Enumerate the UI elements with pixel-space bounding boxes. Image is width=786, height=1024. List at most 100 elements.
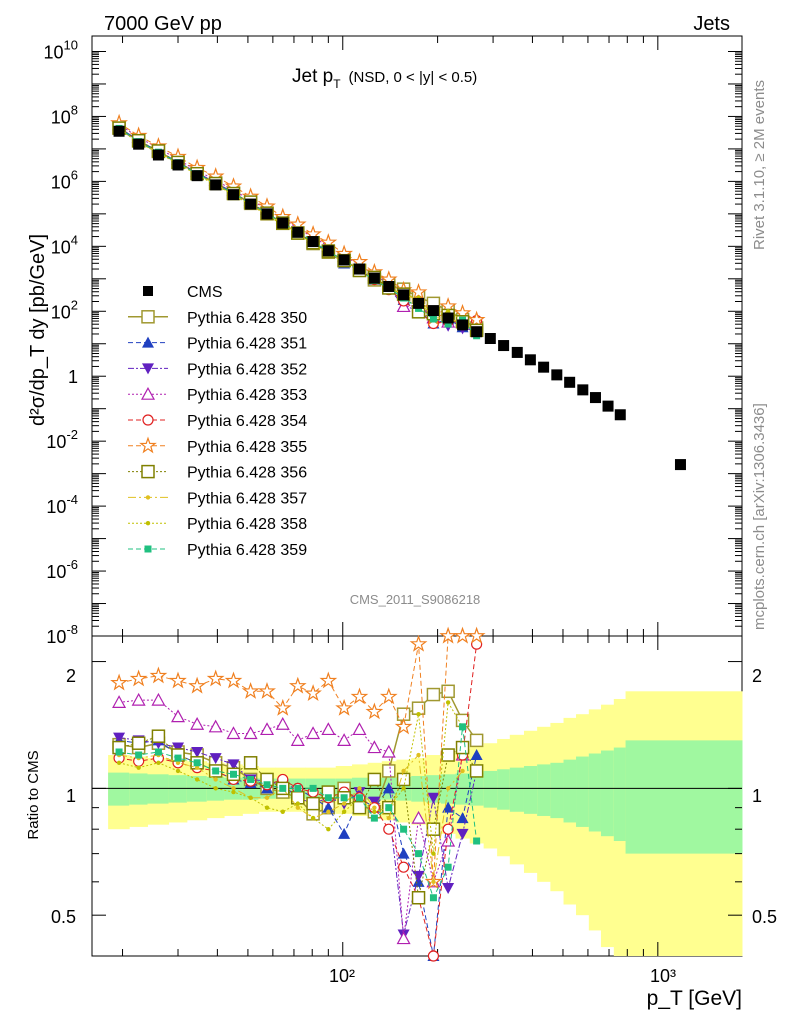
series-marker-ratio: [365, 702, 384, 720]
series-marker-ratio: [227, 759, 240, 771]
band-inner-bin: [576, 756, 590, 827]
cms-data-point: [277, 217, 289, 229]
series-marker-ratio: [273, 698, 292, 716]
series-marker-ratio: [248, 795, 253, 800]
y-tick-exponent: -6: [66, 557, 78, 572]
cms-data-point: [564, 376, 576, 388]
main-y-axis-label: d²σ/dp_T dy [pb/GeV]: [27, 234, 49, 426]
y-tick-exponent: -8: [66, 622, 78, 637]
series-marker-ratio: [243, 756, 258, 770]
series-marker-ratio: [212, 767, 220, 775]
y-tick-base: 10: [51, 237, 71, 257]
ratio-y-axis-label: Ratio to CMS: [25, 750, 42, 839]
series-marker-ratio: [171, 709, 186, 723]
legend-label: Pythia 6.428 354: [187, 413, 307, 430]
header-right-title: Jets: [693, 13, 730, 35]
series-marker-ratio: [426, 687, 441, 702]
series-marker-ratio: [263, 781, 271, 789]
y-tick-label: 104: [51, 232, 78, 257]
plot-title: Jet pT (NSD, 0 < |y| < 0.5): [292, 66, 477, 91]
y-tick-exponent: -2: [66, 427, 78, 442]
series-marker-ratio: [188, 676, 207, 694]
series-marker-ratio: [470, 749, 483, 761]
series-marker-ratio: [260, 722, 275, 736]
legend-marker: [144, 545, 152, 553]
series-marker-ratio: [372, 809, 377, 814]
series-marker-ratio: [445, 700, 451, 705]
series-marker-ratio: [442, 801, 455, 813]
band-inner-bin: [108, 772, 130, 806]
legend-marker: [139, 436, 157, 454]
series-marker-ratio: [290, 733, 305, 746]
series-marker-ratio: [326, 826, 331, 832]
series-marker-ratio: [208, 719, 223, 733]
series-marker-ratio: [224, 671, 243, 689]
ratio-tick-label-2-left: 2: [66, 666, 76, 686]
band-inner-bin: [483, 770, 498, 808]
y-tick-label: 102: [51, 297, 78, 322]
legend-label: Pythia 6.428 356: [187, 465, 307, 482]
series-marker-ratio: [469, 764, 484, 778]
series-marker-ratio: [367, 740, 382, 754]
series-marker-ratio: [190, 716, 205, 730]
series-marker-ratio: [385, 804, 393, 812]
series-marker-ratio: [445, 786, 451, 791]
series-marker-ratio: [337, 733, 352, 746]
cms-data-point: [602, 400, 614, 412]
series-marker-ratio: [335, 698, 354, 716]
band-inner-bin: [550, 762, 565, 819]
series-marker-ratio: [191, 746, 204, 758]
cms-data-point: [210, 179, 222, 191]
series-marker-ratio: [304, 684, 322, 701]
watermark: CMS_2011_S9086218: [350, 592, 481, 607]
series-marker-ratio: [340, 794, 348, 802]
cms-data-point: [383, 280, 395, 292]
cms-data-point: [498, 340, 510, 352]
band-inner-bin: [168, 775, 188, 803]
y-tick-base: 10: [46, 497, 66, 517]
series-marker-ratio: [175, 768, 181, 774]
series-marker-ratio: [397, 847, 410, 859]
y-tick-label: 10-4: [46, 492, 78, 517]
cms-data-point: [133, 138, 145, 150]
ratio-tick-label-1-right: 1: [752, 786, 762, 806]
series-marker-ratio: [341, 809, 347, 814]
cms-data-point: [589, 392, 601, 404]
legend-marker: [142, 414, 154, 426]
series-marker-ratio: [383, 823, 395, 835]
cms-data-point: [368, 272, 380, 284]
series-marker-ratio: [456, 828, 469, 840]
cms-data-point: [227, 189, 239, 201]
legend-marker: [140, 386, 156, 400]
series-marker-ratio: [194, 777, 200, 782]
legend: CMS Pythia 6.428 350 Pythia 6.428 351 Pythi…: [128, 284, 307, 559]
cms-data-points: [113, 125, 686, 471]
series-marker-ratio: [193, 759, 201, 767]
series-marker-ratio: [427, 792, 440, 804]
y-tick-exponent: 4: [71, 232, 78, 247]
cms-data-point: [307, 236, 319, 248]
series-marker-main: [445, 309, 451, 314]
cms-data-point: [614, 409, 626, 421]
cms-data-point: [152, 149, 164, 161]
cms-data-point: [484, 333, 496, 345]
series-marker-ratio: [444, 863, 452, 871]
cms-data-point: [338, 254, 350, 266]
series-marker-ratio: [455, 740, 470, 755]
series-line-ratio: [119, 699, 464, 939]
series-marker-ratio: [324, 794, 332, 802]
plot-title-main: Jet p: [292, 66, 333, 87]
x-tick-label-100: 10²: [329, 966, 355, 986]
legend-marker: [141, 310, 155, 324]
ratio-tick-label-2-right: 2: [752, 666, 762, 686]
series-marker-ratio: [415, 850, 423, 858]
y-tick-label: 10-2: [46, 427, 78, 452]
band-inner-bin: [625, 740, 743, 854]
series-marker-ratio: [416, 752, 421, 758]
cms-data-point: [457, 319, 469, 331]
legend-marker: [141, 464, 155, 479]
series-line-main: [118, 124, 463, 323]
y-tick-base: 10: [51, 302, 71, 322]
series-marker-ratio: [247, 775, 255, 783]
